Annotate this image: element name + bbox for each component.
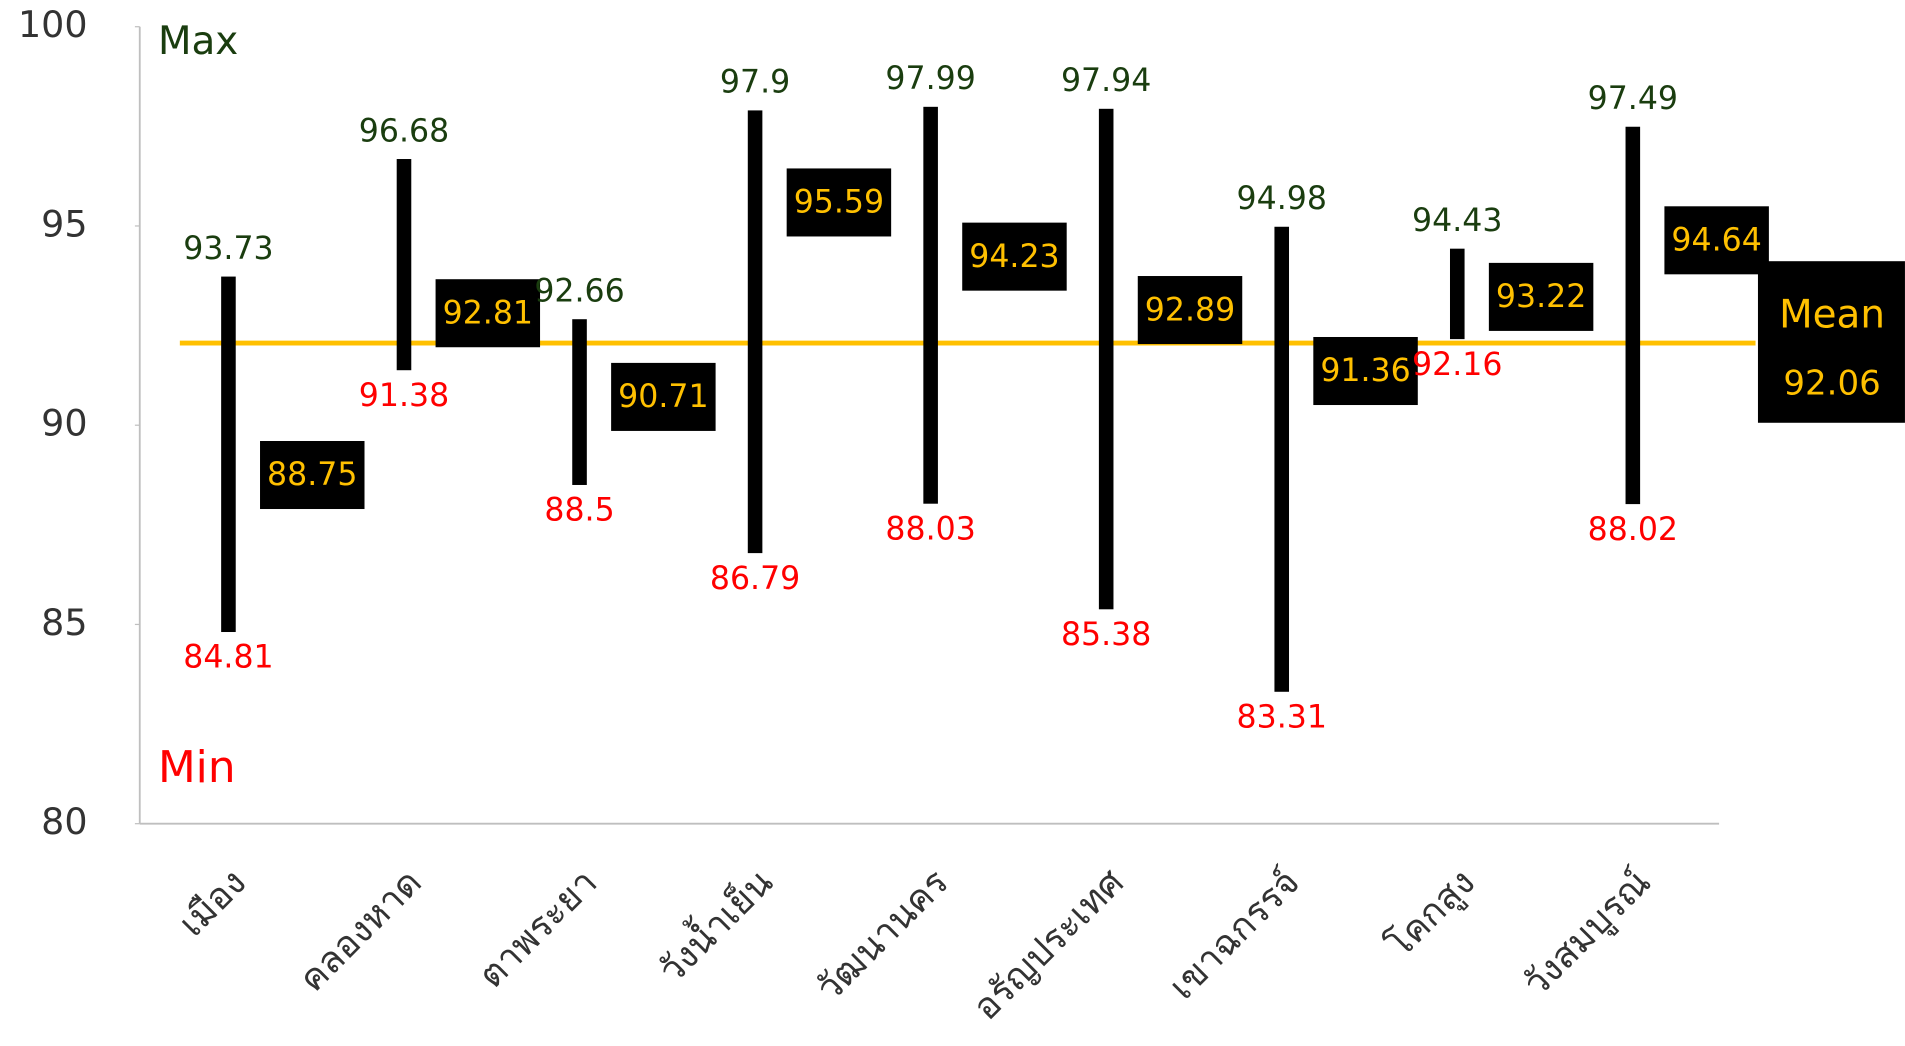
x-tick-label: ตาพระยา [470, 861, 606, 997]
y-tick-label: 85 [41, 601, 87, 644]
range-bar [1098, 108, 1114, 610]
range-bar [1625, 126, 1641, 505]
range-bar [396, 159, 412, 371]
mean-label: 94.64 [1671, 223, 1761, 259]
min-label: 84.81 [183, 640, 273, 676]
mean-box [1664, 206, 1769, 275]
range-bar [747, 110, 763, 554]
range-bar [1274, 226, 1290, 692]
x-tick-label: โคกสูง [1378, 861, 1484, 967]
y-tick-label: 90 [41, 402, 87, 445]
max-label: 97.49 [1588, 81, 1678, 117]
min-label: 88.03 [885, 511, 975, 547]
y-tick-label: 95 [41, 202, 87, 245]
max-annotation: Max [158, 19, 238, 64]
max-label: 97.99 [885, 61, 975, 97]
range-bar [572, 319, 587, 485]
max-label: 97.94 [1061, 63, 1151, 99]
mean-label: 90.71 [618, 379, 708, 415]
min-label: 88.02 [1588, 512, 1678, 548]
mean-box [786, 168, 892, 237]
range-bar [923, 106, 938, 504]
mean-label: 93.22 [1496, 279, 1586, 315]
mean-label: 94.23 [969, 239, 1059, 275]
max-label: 92.66 [534, 273, 624, 309]
mean-label: 88.75 [267, 457, 357, 493]
x-tick-label: วังน้ำเย็น [646, 857, 781, 992]
mean-label: 92.89 [1145, 292, 1235, 328]
y-tick-label: 100 [18, 3, 88, 46]
x-tick-label: คลองหาด [290, 861, 430, 1001]
max-label: 96.68 [359, 113, 449, 149]
mean-box [1313, 336, 1418, 406]
mean-label: 91.36 [1320, 353, 1410, 389]
max-label: 94.43 [1412, 203, 1502, 239]
x-tick-label: อรัญประเทศ [964, 861, 1132, 1029]
min-annotation: Min [158, 742, 236, 793]
mean-box [1137, 276, 1243, 345]
min-label: 92.16 [1412, 347, 1502, 383]
range-bar [221, 276, 236, 633]
x-tick-label: เขาฉกรรจ์ [1160, 861, 1307, 1008]
max-label: 94.98 [1237, 181, 1327, 217]
min-label: 83.31 [1237, 700, 1327, 736]
mean-summary-title: Mean [1779, 293, 1885, 338]
y-tick-label: 80 [41, 800, 87, 843]
mean-summary-box [1757, 261, 1905, 423]
min-label: 88.5 [544, 493, 614, 529]
mean-box [1488, 262, 1594, 331]
mean-box [260, 440, 365, 510]
x-tick-label: เมือง [170, 861, 254, 945]
range-bar [1449, 248, 1465, 340]
x-tick-label: วัฒนานคร [808, 861, 957, 1010]
mean-box [962, 222, 1067, 291]
mean-label: 95.59 [794, 185, 884, 221]
max-label: 97.9 [720, 65, 790, 101]
mean-box [435, 279, 541, 348]
min-label: 85.38 [1061, 617, 1151, 653]
mean-box [611, 362, 716, 431]
x-tick-label: วังสมบูรณ์ [1515, 861, 1660, 1006]
max-label: 93.73 [183, 231, 273, 267]
min-label: 91.38 [359, 378, 449, 414]
mean-label: 92.81 [443, 295, 533, 331]
min-label: 86.79 [710, 561, 800, 597]
mean-summary-value: 92.06 [1783, 364, 1880, 404]
